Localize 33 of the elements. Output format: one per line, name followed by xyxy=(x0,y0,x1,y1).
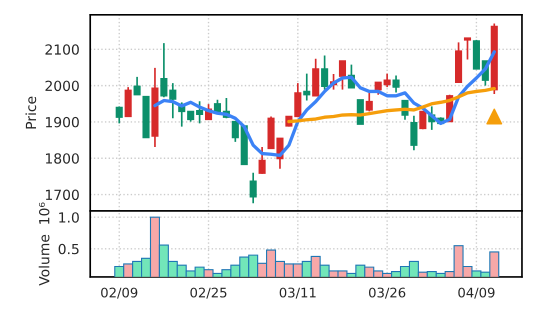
candlestick xyxy=(384,72,391,88)
candlestick xyxy=(366,92,373,112)
y-tick-label: 2000 xyxy=(45,80,79,92)
candlestick xyxy=(410,114,418,152)
candlestick xyxy=(134,76,141,96)
y-tick-label: 1900 xyxy=(46,116,79,128)
line-series xyxy=(287,86,496,124)
y-tick-label: 0.5 xyxy=(58,244,79,254)
y-tick-label: 2100 xyxy=(45,44,79,55)
candlestick xyxy=(169,82,176,120)
candlestick xyxy=(258,146,266,175)
x-tick-label: 03/26 xyxy=(368,288,406,299)
x-tick-label: 04/09 xyxy=(458,288,495,299)
candlestick xyxy=(250,172,257,204)
candlestick xyxy=(160,42,168,98)
candlestick xyxy=(392,74,400,94)
candlestick xyxy=(321,54,328,90)
y-tick-label: 1700 xyxy=(46,190,79,200)
candlestick xyxy=(303,72,310,102)
candlestick xyxy=(294,82,302,118)
candlestick xyxy=(419,110,426,130)
y-tick-label: 1800 xyxy=(46,153,79,164)
candlestick xyxy=(338,60,346,90)
y-axis-title: Price xyxy=(25,96,36,128)
candlestick xyxy=(464,37,472,60)
x-tick-label: 02/09 xyxy=(101,288,138,299)
candlestick xyxy=(196,100,204,124)
candlestick xyxy=(374,82,382,96)
x-tick-label: 03/11 xyxy=(280,288,316,299)
y-axis-title: Volume 10⁶ xyxy=(38,202,50,286)
x-tick-label: 02/25 xyxy=(190,288,226,299)
candlestick xyxy=(116,105,123,124)
y-tick-label: 1.0 xyxy=(59,212,79,223)
